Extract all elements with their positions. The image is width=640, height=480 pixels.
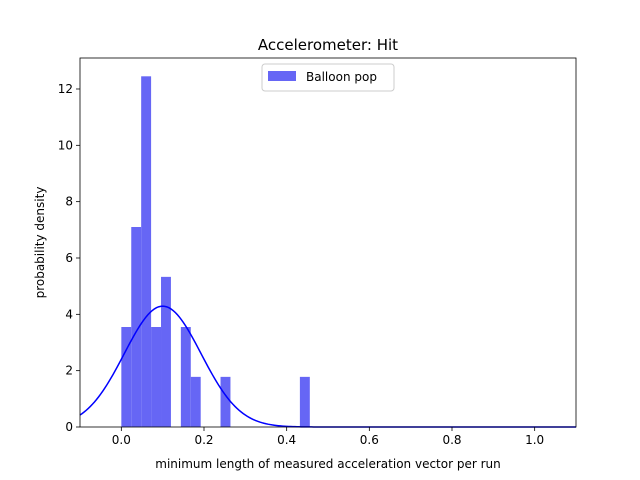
histogram-bars (121, 76, 310, 428)
histogram-bar (220, 376, 231, 427)
y-tick-label: 12 (58, 82, 73, 96)
x-axis-label: minimum length of measured acceleration … (155, 457, 500, 471)
y-axis-ticks: 0 2 4 6 8 10 12 (58, 82, 80, 434)
histogram-bar (151, 327, 162, 427)
histogram-bar (299, 376, 310, 427)
x-tick-label: 0.0 (112, 433, 131, 447)
legend-box (261, 63, 395, 92)
histogram-bar (190, 376, 201, 427)
y-tick-label: 2 (65, 364, 73, 378)
chart-title: Accelerometer: Hit (258, 36, 398, 54)
legend: Balloon pop (261, 63, 395, 92)
histogram-bar (161, 276, 171, 427)
x-tick-label: 0.4 (277, 433, 296, 447)
y-tick-label: 0 (65, 420, 73, 434)
x-tick-label: 0.2 (194, 433, 213, 447)
y-axis-label: probability density (33, 187, 47, 299)
histogram-bar (180, 327, 191, 427)
legend-swatch (268, 71, 296, 81)
x-axis-ticks: 0.0 0.2 0.4 0.6 0.8 1.0 (112, 427, 544, 447)
x-tick-label: 0.8 (442, 433, 461, 447)
plot-frame (79, 57, 577, 428)
y-tick-label: 6 (65, 251, 73, 265)
y-tick-label: 10 (58, 138, 73, 152)
legend-label: Balloon pop (306, 70, 377, 84)
x-tick-label: 0.6 (360, 433, 379, 447)
histogram-bar (141, 76, 152, 428)
y-tick-label: 8 (65, 195, 73, 209)
y-tick-label: 4 (65, 307, 73, 321)
histogram-bar (121, 327, 132, 427)
x-tick-label: 1.0 (525, 433, 544, 447)
histogram-bar (131, 227, 142, 427)
